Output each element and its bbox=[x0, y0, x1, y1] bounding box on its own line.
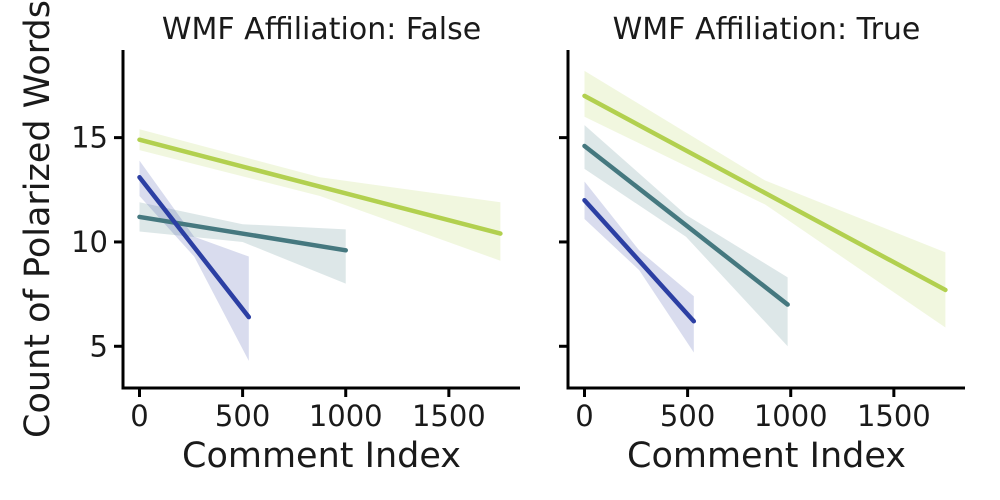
x-tick-label: 1000 bbox=[309, 399, 383, 433]
x-tick-label: 1500 bbox=[412, 399, 486, 433]
y-tick-label: 15 bbox=[71, 121, 108, 155]
series-green-line bbox=[137, 137, 503, 236]
series-green-confidence-band bbox=[584, 70, 946, 328]
panel-title-true: WMF Affiliation: True bbox=[612, 12, 921, 47]
x-axis-label-true: Comment Index bbox=[627, 436, 906, 476]
panel-false: 0 500 1000 1500 5 10 15 bbox=[71, 50, 520, 433]
y-tick-label: 5 bbox=[90, 329, 108, 363]
panel-title-false: WMF Affiliation: False bbox=[161, 12, 482, 47]
series-teal-confidence-band bbox=[584, 125, 788, 347]
series-teal-confidence-band bbox=[139, 202, 346, 284]
series-blue-line bbox=[137, 175, 252, 320]
x-axis-label-false: Comment Index bbox=[182, 436, 461, 476]
x-tick-label: 0 bbox=[575, 399, 593, 433]
x-tick-label: 500 bbox=[660, 399, 715, 433]
x-tick-label: 1000 bbox=[754, 399, 828, 433]
x-tick-label: 500 bbox=[215, 399, 270, 433]
series-blue-line bbox=[582, 197, 697, 324]
y-tick-label: 10 bbox=[71, 225, 108, 259]
x-tick-label: 0 bbox=[130, 399, 148, 433]
x-tick-label: 1500 bbox=[857, 399, 931, 433]
panel-true: 0 500 1000 1500 bbox=[559, 50, 965, 433]
series-teal-line bbox=[582, 143, 790, 307]
series-green-line bbox=[582, 93, 948, 293]
series-blue-confidence-band bbox=[139, 160, 249, 361]
series-blue-confidence-band bbox=[584, 181, 694, 353]
y-axis-label: Count of Polarized Words bbox=[18, 0, 58, 438]
